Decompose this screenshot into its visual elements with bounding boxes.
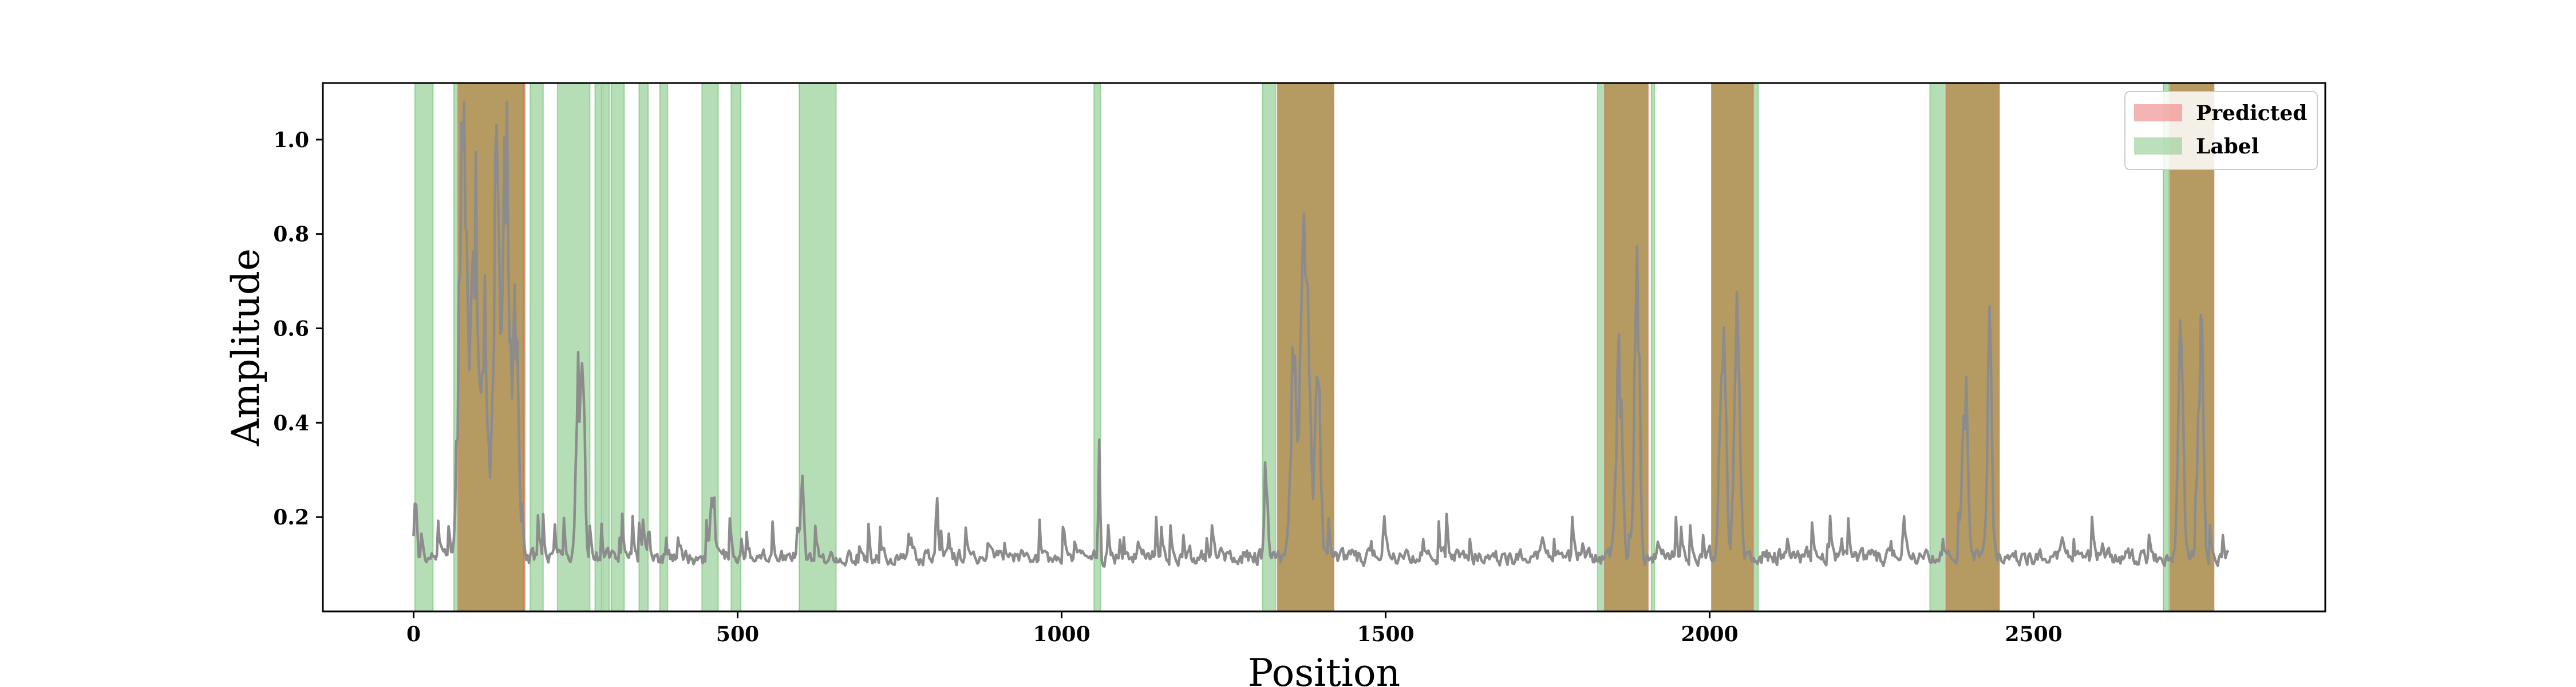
legend-swatch-label	[2134, 137, 2182, 155]
label-span	[730, 82, 742, 612]
y-tick-label: 1.0	[273, 128, 309, 152]
amplitude-series-line	[412, 100, 2230, 568]
x-tick-label: 0	[406, 622, 421, 646]
legend-label-label: Label	[2196, 135, 2259, 159]
x-axis-title: Position	[1248, 651, 1400, 687]
signal-layer	[412, 100, 2230, 568]
y-axis-title: Amplitude	[224, 248, 268, 447]
x-axis-ticks: 0 500 1000 1500 2000 2500	[406, 611, 2063, 646]
plot-frame	[322, 82, 2326, 613]
y-tick-label: 0.4	[273, 411, 309, 435]
y-axis-ticks: 0.2 0.4 0.6 0.8 1.0	[273, 128, 323, 530]
x-tick-label: 500	[716, 622, 759, 646]
label-span	[1753, 82, 1759, 612]
label-span	[1650, 82, 1656, 612]
predicted-span	[1277, 82, 1334, 612]
legend: Predicted Label	[2124, 91, 2318, 170]
x-tick-label: 1500	[1357, 622, 1414, 646]
legend-swatch-predicted	[2134, 104, 2182, 121]
x-tick-label: 2000	[1681, 622, 1738, 646]
y-tick-label: 0.2	[273, 506, 309, 530]
y-tick-label: 0.6	[273, 317, 309, 341]
label-span	[1929, 82, 1947, 612]
predicted-spans	[457, 82, 2215, 612]
x-tick-label: 1000	[1033, 622, 1090, 646]
label-span	[602, 82, 610, 612]
y-tick-label: 0.8	[273, 223, 309, 247]
label-span	[659, 82, 669, 612]
label-span	[1597, 82, 1606, 612]
x-tick-label: 2500	[2005, 622, 2062, 646]
legend-label-predicted: Predicted	[2196, 101, 2307, 125]
